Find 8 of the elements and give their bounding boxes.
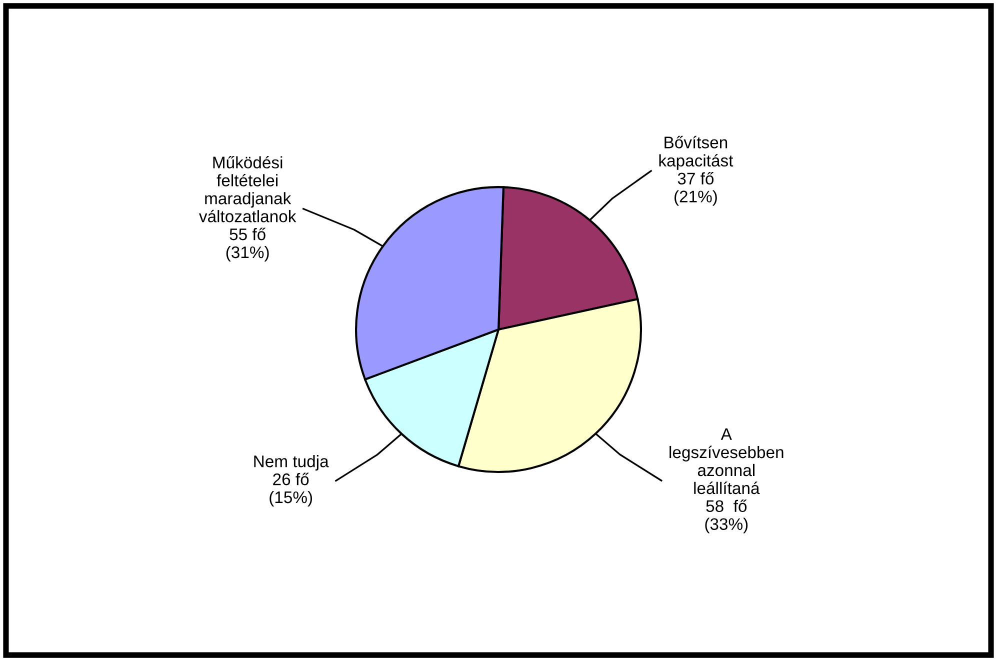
slice-label: Bővítsen kapacitást — [659, 136, 734, 170]
data-label: 37 fő (21%) — [674, 172, 717, 206]
slice-label: Nem tudja — [254, 455, 329, 471]
data-label: 26 fő (15%) — [270, 472, 312, 506]
data-label: 55 fő (31%) — [226, 228, 269, 262]
slice-label: Működési feltételei maradjanak változatlanok — [198, 156, 296, 222]
data-label: 58 fő (33%) — [705, 500, 748, 534]
slice-label: A legszívesebben azonnal leállítaná — [670, 428, 784, 494]
